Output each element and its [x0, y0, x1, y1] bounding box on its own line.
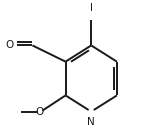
Text: I: I — [90, 3, 93, 13]
Text: O: O — [5, 40, 14, 50]
Text: N: N — [87, 117, 95, 127]
Text: O: O — [36, 107, 44, 117]
